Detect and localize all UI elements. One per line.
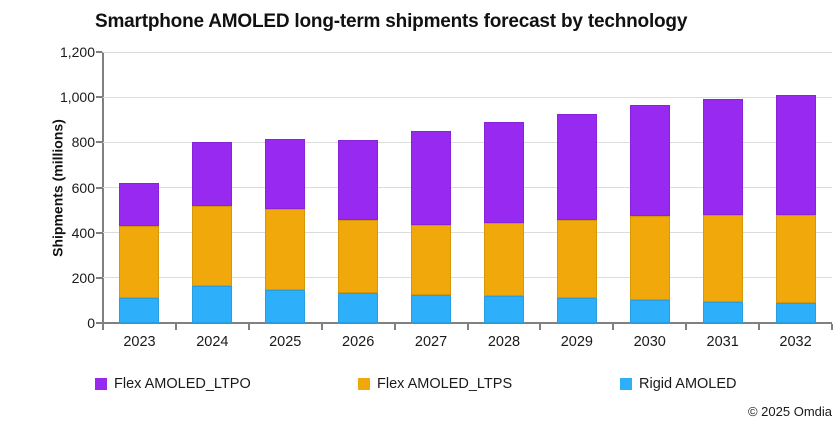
bar-segment-2023-flex-amoled-ltps	[119, 225, 160, 299]
gridline-800	[103, 141, 832, 143]
x-category-label-2029: 2029	[560, 334, 593, 350]
x-category-label-2027: 2027	[414, 334, 448, 350]
y-tick-label-400: 400	[71, 224, 95, 241]
copyright-text: © 2025 Omdia	[747, 404, 832, 419]
y-tick-label-0: 0	[87, 315, 95, 331]
x-tick-mark-7	[612, 324, 615, 330]
bar-segment-2027-flex-amoled-ltps	[411, 224, 452, 295]
x-category-label-2026: 2026	[342, 334, 375, 350]
bar-segment-2026-rigid-amoled	[338, 292, 379, 323]
bar-segment-2027-flex-amoled-ltpo	[411, 131, 452, 225]
bar-segment-2030-rigid-amoled	[629, 300, 670, 323]
bar-segment-2032-flex-amoled-ltps	[775, 214, 816, 303]
bar-segment-2023-flex-amoled-ltpo	[119, 183, 160, 226]
x-category-label-2028: 2028	[487, 334, 521, 350]
y-tick-label-200: 200	[71, 269, 95, 286]
x-tick-mark-2	[247, 324, 250, 330]
y-axis-line	[102, 52, 104, 329]
y-tick-label-800: 800	[71, 134, 95, 151]
legend-label: Rigid AMOLED	[639, 376, 737, 392]
bar-segment-2031-flex-amoled-ltps	[702, 214, 743, 302]
bar-segment-2028-flex-amoled-ltpo	[483, 122, 524, 223]
x-category-label-2032: 2032	[779, 334, 812, 350]
x-tick-mark-9	[758, 324, 761, 330]
bar-segment-2024-flex-amoled-ltpo	[192, 142, 233, 206]
bar-segment-2032-rigid-amoled	[775, 302, 816, 323]
bar-segment-2026-flex-amoled-ltps	[338, 220, 379, 293]
y-tick-mark-0	[96, 322, 102, 324]
bar-segment-2032-flex-amoled-ltpo	[775, 94, 816, 215]
bar-segment-2026-flex-amoled-ltpo	[338, 140, 379, 221]
bar-segment-2029-flex-amoled-ltps	[556, 220, 597, 299]
legend-swatch-icon	[358, 378, 370, 390]
x-axis-line	[103, 322, 832, 324]
chart-title: Smartphone AMOLED long-term shipments fo…	[95, 11, 688, 32]
x-category-label-2031: 2031	[706, 334, 739, 350]
y-tick-label-1000: 1,000	[59, 89, 95, 106]
bar-segment-2030-flex-amoled-ltpo	[629, 105, 670, 216]
bar-segment-2029-rigid-amoled	[556, 298, 597, 323]
bar-segment-2030-flex-amoled-ltps	[629, 215, 670, 301]
gridline-1200	[103, 51, 832, 53]
legend-swatch-icon	[95, 378, 107, 390]
legend-label: Flex AMOLED_LTPS	[377, 376, 513, 392]
bar-segment-2028-flex-amoled-ltps	[483, 222, 524, 296]
legend-swatch-icon	[620, 378, 632, 390]
bar-segment-2025-flex-amoled-ltps	[265, 208, 306, 291]
bar-segment-2031-rigid-amoled	[702, 301, 743, 323]
legend-item-rigid-amoled: Rigid AMOLED	[620, 376, 737, 392]
y-tick-label-1200: 1,200	[59, 44, 95, 60]
y-tick-mark-200	[96, 276, 102, 279]
x-category-label-2024: 2024	[196, 334, 229, 350]
y-tick-mark-400	[96, 231, 102, 234]
bar-segment-2028-rigid-amoled	[483, 295, 524, 323]
bar-segment-2024-rigid-amoled	[192, 285, 233, 323]
plot-area	[96, 51, 833, 330]
gridline-400	[103, 232, 832, 234]
legend-item-flex-amoled-ltpo: Flex AMOLED_LTPO	[95, 376, 251, 392]
gridline-1000	[103, 96, 832, 98]
x-tick-mark-10	[831, 324, 833, 330]
x-category-label-2025: 2025	[269, 334, 302, 350]
x-tick-mark-6	[539, 324, 542, 330]
x-category-label-2023: 2023	[123, 334, 156, 350]
y-tick-label-600: 600	[71, 179, 95, 196]
x-category-label-2030: 2030	[633, 334, 666, 350]
legend-item-flex-amoled-ltps: Flex AMOLED_LTPS	[358, 376, 512, 392]
bar-segment-2023-rigid-amoled	[119, 298, 160, 323]
x-tick-mark-4	[393, 324, 396, 330]
gridline-200	[103, 277, 832, 279]
bar-segment-2024-flex-amoled-ltps	[192, 205, 233, 286]
legend: Flex AMOLED_LTPO Flex AMOLED_LTPS Rigid AM…	[0, 376, 840, 396]
x-tick-mark-5	[466, 324, 469, 330]
y-tick-mark-1000	[96, 96, 102, 99]
x-tick-mark-0	[102, 324, 104, 330]
x-tick-mark-3	[320, 324, 323, 330]
bar-segment-2025-rigid-amoled	[265, 290, 306, 323]
bar-segment-2025-flex-amoled-ltpo	[265, 138, 306, 209]
gridline-600	[103, 187, 832, 188]
y-tick-mark-800	[96, 141, 102, 144]
x-tick-mark-1	[174, 324, 177, 330]
y-tick-mark-600	[96, 186, 102, 189]
bar-segment-2027-rigid-amoled	[411, 294, 452, 323]
legend-label: Flex AMOLED_LTPO	[114, 376, 251, 392]
x-tick-mark-8	[685, 324, 688, 330]
bar-segment-2029-flex-amoled-ltpo	[556, 114, 597, 221]
y-tick-mark-1200	[96, 51, 102, 53]
bar-segment-2031-flex-amoled-ltpo	[702, 99, 743, 215]
